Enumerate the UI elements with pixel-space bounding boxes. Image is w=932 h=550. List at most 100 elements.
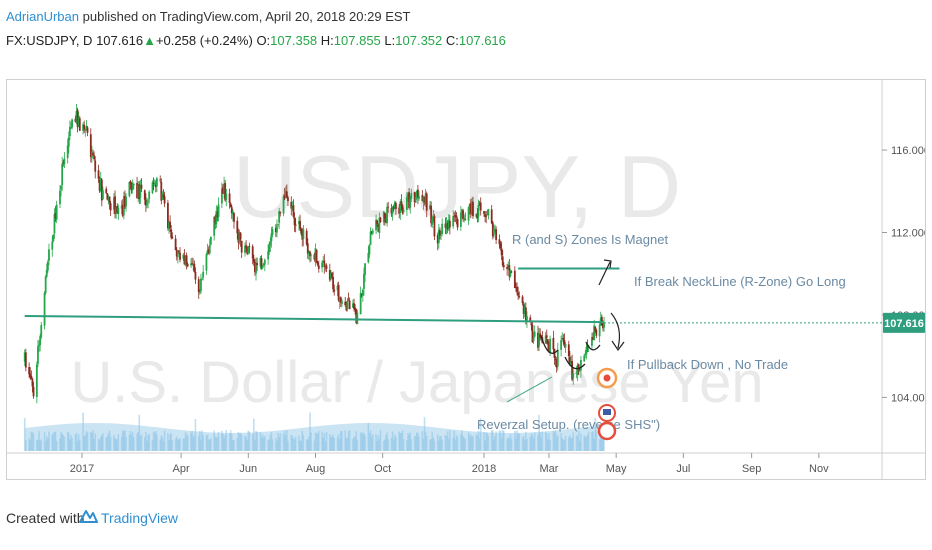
candle-body <box>125 196 127 207</box>
volume-bar <box>284 435 287 451</box>
candle-body <box>594 327 597 331</box>
volume-bar <box>501 430 504 451</box>
candle-body <box>602 324 604 329</box>
candle-body <box>225 193 228 200</box>
volume-bar <box>344 430 347 451</box>
candle-body <box>231 211 234 215</box>
candle-body <box>168 222 170 230</box>
candle-body <box>53 213 56 234</box>
candle-body <box>475 214 478 217</box>
volume-bar <box>83 436 86 451</box>
candle-body <box>490 209 493 224</box>
volume-bar <box>538 414 540 451</box>
volume-bar <box>432 437 435 451</box>
candle-body <box>502 265 505 268</box>
candle-body <box>294 224 297 226</box>
candle-body <box>352 303 354 308</box>
price-chart[interactable]: USDJPY, D U.S. Dollar / Japanese Yen 116… <box>7 80 931 479</box>
candle-body <box>545 335 548 338</box>
volume-bar <box>369 430 372 451</box>
volume-bar <box>146 440 148 451</box>
candle-body <box>183 255 186 265</box>
candle-body <box>54 213 57 219</box>
volume-bar <box>115 439 117 451</box>
candle-body <box>572 373 575 379</box>
chart-frame[interactable]: USDJPY, D U.S. Dollar / Japanese Yen 116… <box>6 79 931 480</box>
volume-bar <box>63 436 66 451</box>
volume-bar <box>124 430 126 451</box>
volume-bar <box>183 438 186 451</box>
candle-body <box>455 215 458 218</box>
volume-bar <box>331 436 333 451</box>
candle-body <box>197 279 200 293</box>
candle-body <box>109 203 112 211</box>
volume-bar <box>570 438 572 451</box>
volume-bar <box>74 434 77 451</box>
volume-bar <box>553 432 556 451</box>
candle-body <box>46 261 49 271</box>
tradingview-link[interactable]: TradingView <box>101 510 179 526</box>
volume-bar <box>268 439 271 451</box>
volume-bar <box>86 432 89 451</box>
volume-bar <box>562 439 565 451</box>
volume-bar <box>59 438 61 451</box>
volume-bar <box>194 418 197 451</box>
time-axis[interactable]: 2017 Apr Jun Aug Oct 2018 Mar May Jul Sep Nov <box>70 453 829 475</box>
volume-bar <box>408 434 410 451</box>
candle-body <box>432 216 435 219</box>
volume-bar <box>601 436 603 451</box>
candle-body <box>385 219 387 223</box>
volume-bar <box>386 432 388 451</box>
candle-body <box>356 312 359 324</box>
volume-bar <box>401 430 404 451</box>
candle-body <box>363 273 365 289</box>
candle-body <box>598 324 601 337</box>
volume-bar <box>120 436 123 451</box>
author-link[interactable]: AdrianUrban <box>6 9 79 24</box>
volume-bar <box>23 417 26 451</box>
volume-bar <box>171 440 174 451</box>
price-axis[interactable]: 116.000112.000108.000104.000 <box>882 145 931 404</box>
candle-body <box>441 223 444 235</box>
event-markers[interactable] <box>596 367 618 441</box>
candle-body <box>260 258 263 268</box>
candle-body <box>116 205 119 214</box>
volume-bar <box>436 434 439 451</box>
volume-bar <box>138 414 141 451</box>
x-tick-label: 2018 <box>472 463 496 475</box>
candle-body <box>314 248 317 260</box>
candle-body <box>603 322 605 328</box>
candle-body <box>546 339 549 345</box>
volume-bar <box>355 431 358 451</box>
volume-bar <box>593 438 595 451</box>
volume-bar <box>441 439 443 451</box>
volume-bar <box>514 430 516 451</box>
event-flag-icon[interactable] <box>597 421 617 441</box>
volume-bar <box>569 435 571 451</box>
candle-body <box>138 184 141 200</box>
candle-body <box>136 182 138 199</box>
volume-bar <box>128 434 131 451</box>
volume-bar <box>561 437 563 451</box>
volume-bar <box>55 440 58 451</box>
candle-body <box>548 344 550 352</box>
candle-body <box>378 217 381 233</box>
candle-body <box>556 349 559 367</box>
candle-body <box>248 246 251 248</box>
volume-bar <box>174 438 177 451</box>
candle-body <box>370 231 373 233</box>
candle-body <box>533 331 536 337</box>
volume-bar <box>184 432 187 451</box>
candle-body <box>31 378 34 387</box>
volume-bar <box>506 438 508 451</box>
volume-bar <box>323 432 326 451</box>
volume-bar <box>556 435 559 451</box>
volume-bar <box>471 436 473 451</box>
volume-bar <box>500 438 503 451</box>
candle-body <box>506 267 509 270</box>
candle-body <box>143 190 146 200</box>
x-tick-label: Mar <box>540 463 559 475</box>
candle-body <box>486 214 489 216</box>
candle-body <box>452 216 455 227</box>
tradingview-logo-icon[interactable] <box>78 505 98 527</box>
